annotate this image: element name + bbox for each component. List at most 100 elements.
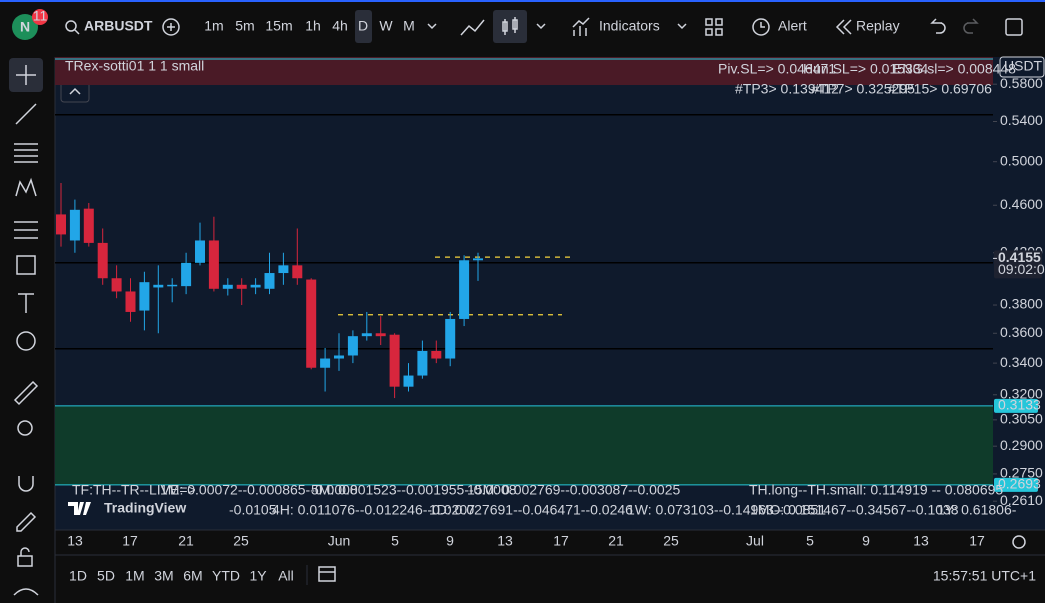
symbol[interactable]: ARBUSDT: [84, 18, 153, 34]
interval-button[interactable]: D: [358, 18, 368, 34]
range-button[interactable]: All: [278, 568, 294, 584]
projection-tool[interactable]: [14, 221, 38, 239]
time-label: 25: [233, 533, 249, 549]
add-symbol: [167, 23, 175, 31]
time-label: 5: [806, 533, 814, 549]
layouts-icon[interactable]: [705, 18, 723, 36]
add-symbol[interactable]: [162, 18, 180, 36]
indicators-icon[interactable]: [572, 17, 590, 36]
zone-badge: [994, 477, 1038, 492]
candle-body: [125, 291, 136, 312]
currency-label[interactable]: USDT: [1004, 58, 1043, 74]
indicators-dropdown[interactable]: [677, 23, 687, 30]
shape-tool[interactable]: [16, 255, 36, 275]
interval-button[interactable]: W: [379, 18, 393, 34]
chart-type-dropdown[interactable]: [536, 23, 546, 30]
y-tick-label: 0.2900: [1000, 437, 1043, 453]
time-label: 25: [663, 533, 679, 549]
candle-body: [473, 258, 483, 261]
range-button[interactable]: 1Y: [249, 568, 267, 584]
text-tool[interactable]: [18, 293, 34, 313]
magnet-tool[interactable]: [18, 476, 34, 492]
pattern-tool[interactable]: [15, 177, 37, 197]
time-label: 5: [391, 533, 399, 549]
indicators-button[interactable]: Indicators: [599, 18, 660, 34]
candle-body: [222, 284, 233, 289]
badge-count: 11: [33, 8, 48, 24]
lock-tool[interactable]: [17, 547, 33, 567]
alert-icon[interactable]: [752, 18, 770, 36]
search-icon[interactable]: [65, 20, 77, 32]
interval-button[interactable]: 1m: [204, 18, 223, 34]
candle-body: [278, 265, 289, 274]
interval-button[interactable]: 1h: [305, 18, 321, 34]
range-button[interactable]: 3M: [154, 568, 173, 584]
candle-body: [153, 284, 164, 288]
replay-icon[interactable]: [835, 19, 852, 35]
visibility-tool[interactable]: [13, 588, 39, 596]
time-label: 17: [969, 533, 985, 549]
candle-body: [167, 284, 178, 287]
zone-fill: [55, 405, 993, 485]
indicator-title: TRex-sotti01 1 1 small: [65, 58, 204, 74]
timeframe-info: 1M: 0.00072--0.000865--0.0008: [160, 482, 358, 498]
time-label: 13: [497, 533, 513, 549]
trendline-tool[interactable]: [15, 103, 37, 125]
interval-button[interactable]: 5m: [235, 18, 254, 34]
timeframe-info: TF:TH--TR--LIVE=>: [72, 482, 196, 498]
range-button[interactable]: 5D: [97, 568, 115, 584]
sl-info: Hun.SL=> 0.015334: [803, 61, 929, 77]
candle-body: [69, 209, 80, 241]
candle-body: [181, 262, 192, 287]
y-tick-label: 0.2610: [1000, 492, 1043, 508]
timeframe-info: TH.long--TH.small: 0.114919 -- 0.080695: [749, 482, 1003, 498]
notification-badge: [32, 9, 48, 25]
candle-button[interactable]: [493, 10, 527, 43]
active-interval: [355, 10, 372, 43]
range-button[interactable]: 1D: [69, 568, 87, 584]
draw-mode[interactable]: [16, 511, 37, 532]
avatar-letter: N: [20, 19, 30, 35]
timeframe-info: 1Y: 0.61806-: [937, 502, 1017, 518]
candle-body: [292, 265, 303, 279]
tp-info: #TP15> 0.69706: [888, 81, 992, 97]
time-label: Jun: [328, 533, 351, 549]
avatar[interactable]: [12, 14, 38, 40]
interval-dropdown[interactable]: [427, 23, 437, 30]
replay-button[interactable]: Replay: [856, 18, 900, 34]
zoom-tool[interactable]: [17, 420, 33, 436]
time-label: 9: [446, 533, 454, 549]
range-button[interactable]: 6M: [183, 568, 202, 584]
candle-body: [403, 375, 414, 387]
candle-body: [83, 208, 94, 243]
price-axis: [993, 57, 1045, 530]
interval-button[interactable]: 4h: [332, 18, 348, 34]
range-button[interactable]: YTD: [212, 568, 240, 584]
emoji-tool[interactable]: [16, 331, 36, 351]
timeframe-info: 1MO: 0.151467--0.34567--0.1038: [750, 502, 959, 518]
fib-tool[interactable]: [14, 143, 38, 163]
interval-button[interactable]: 15m: [265, 18, 292, 34]
line-chart-icon[interactable]: [460, 19, 485, 36]
candle-body: [445, 318, 456, 359]
currency-button[interactable]: [999, 56, 1045, 78]
candle-body: [56, 214, 66, 235]
timeframe-info: 1W: 0.073103--0.14963--0.0851: [627, 502, 826, 518]
settings-icon[interactable]: [1012, 535, 1026, 549]
sl-info: Piv.SL=> 0.046471: [718, 61, 836, 77]
candle-body: [334, 355, 344, 359]
logo-text: TradingView: [104, 500, 186, 516]
undo[interactable]: [930, 18, 946, 34]
interval-button[interactable]: M: [403, 18, 415, 34]
candle-body: [250, 284, 261, 288]
alert-button[interactable]: Alert: [778, 18, 807, 34]
range-button[interactable]: 1M: [125, 568, 144, 584]
candle-body: [389, 334, 400, 387]
sl-info: ENG.sl=> 0.008448: [893, 61, 1016, 77]
redo[interactable]: [963, 18, 979, 34]
date-range-icon[interactable]: [318, 566, 336, 582]
candle-body: [97, 242, 108, 279]
ruler-tool[interactable]: [13, 380, 39, 406]
clock[interactable]: 15:57:51 UTC+1: [933, 568, 1036, 584]
fullscreen[interactable]: [1005, 18, 1023, 36]
